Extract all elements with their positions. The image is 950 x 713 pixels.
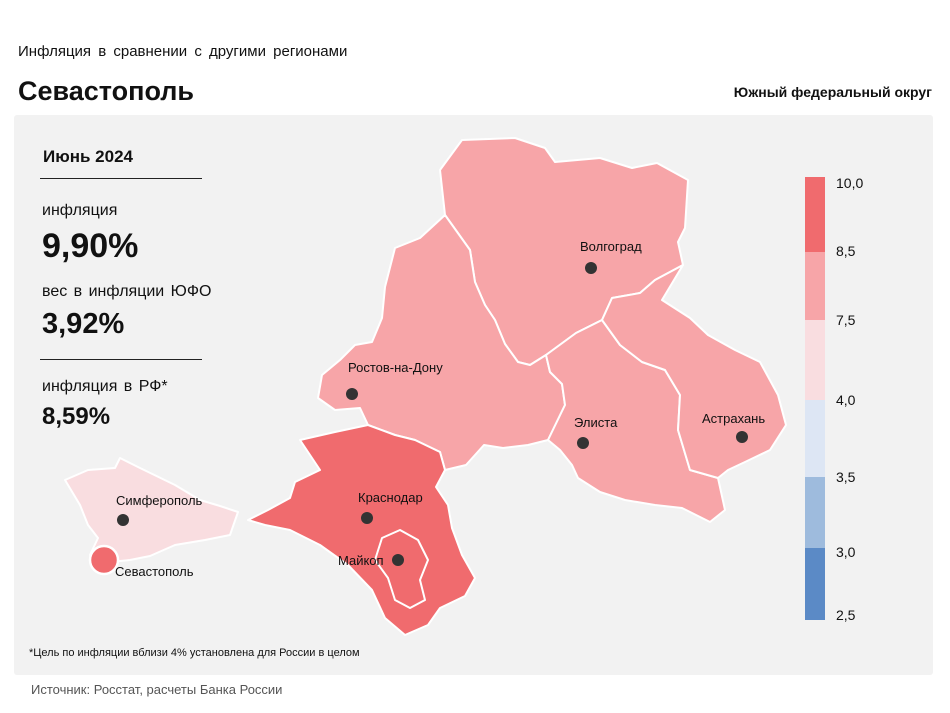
city-label-elista: Элиста — [574, 415, 618, 430]
legend-band-1 — [805, 177, 825, 252]
city-dot-simferopol — [117, 514, 129, 526]
region-astrakhan[interactable] — [601, 264, 787, 479]
region-rostov[interactable] — [317, 214, 566, 471]
rf-inflation-label: инфляция в РФ* — [42, 378, 168, 395]
legend-band-2 — [805, 252, 825, 320]
footnote: *Цель по инфляции вблизи 4% установлена … — [29, 647, 360, 659]
city-dot-elista — [577, 437, 589, 449]
region-sevastopol-marker[interactable] — [88, 544, 120, 576]
region-crimea[interactable] — [64, 457, 239, 563]
inflation-label: инфляция — [42, 202, 118, 219]
legend-label-6: 3,0 — [836, 544, 856, 560]
inflation-value: 9,90% — [42, 227, 139, 265]
city-label-rostov: Ростов-на-Дону — [348, 360, 443, 375]
city-dot-astrakhan — [736, 431, 748, 443]
legend-band-4 — [805, 400, 825, 477]
region-adygea[interactable] — [374, 529, 429, 609]
divider-top — [40, 178, 202, 179]
legend-label-2: 8,5 — [836, 243, 856, 259]
chart-subtitle: Инфляция в сравнении с другими регионами — [18, 43, 348, 60]
divider-bottom — [40, 359, 202, 360]
period-label: Июнь 2024 — [43, 147, 133, 166]
color-legend: 10,0 8,5 7,5 4,0 3,5 3,0 2,5 — [805, 175, 863, 623]
legend-label-4: 4,0 — [836, 392, 856, 408]
rf-inflation-value: 8,59% — [42, 403, 111, 430]
city-label-maykop: Майкоп — [338, 553, 384, 568]
district-name: Южный федеральный округ — [733, 84, 932, 100]
city-label-krasnodar: Краснодар — [358, 490, 423, 505]
weight-label: вес в инфляции ЮФО — [42, 283, 212, 300]
legend-label-5: 3,5 — [836, 469, 856, 485]
city-label-volgograd: Волгоград — [580, 239, 642, 254]
legend-band-6 — [805, 548, 825, 620]
region-title: Севастополь — [18, 76, 195, 106]
legend-label-3: 7,5 — [836, 312, 856, 328]
city-dot-rostov — [346, 388, 358, 400]
city-dot-maykop — [392, 554, 404, 566]
city-dot-krasnodar — [361, 512, 373, 524]
source-note: Источник: Росстат, расчеты Банка России — [31, 682, 283, 697]
legend-band-5 — [805, 477, 825, 548]
city-label-astrakhan: Астрахань — [702, 411, 765, 426]
city-dot-volgograd — [585, 262, 597, 274]
legend-label-7: 2,5 — [836, 607, 856, 623]
region-krasnodar[interactable] — [247, 424, 476, 636]
legend-label-1: 10,0 — [836, 175, 863, 191]
weight-value: 3,92% — [42, 308, 125, 340]
city-label-simferopol: Симферополь — [116, 493, 203, 508]
legend-band-3 — [805, 320, 825, 400]
city-label-sevastopol: Севастополь — [115, 564, 194, 579]
